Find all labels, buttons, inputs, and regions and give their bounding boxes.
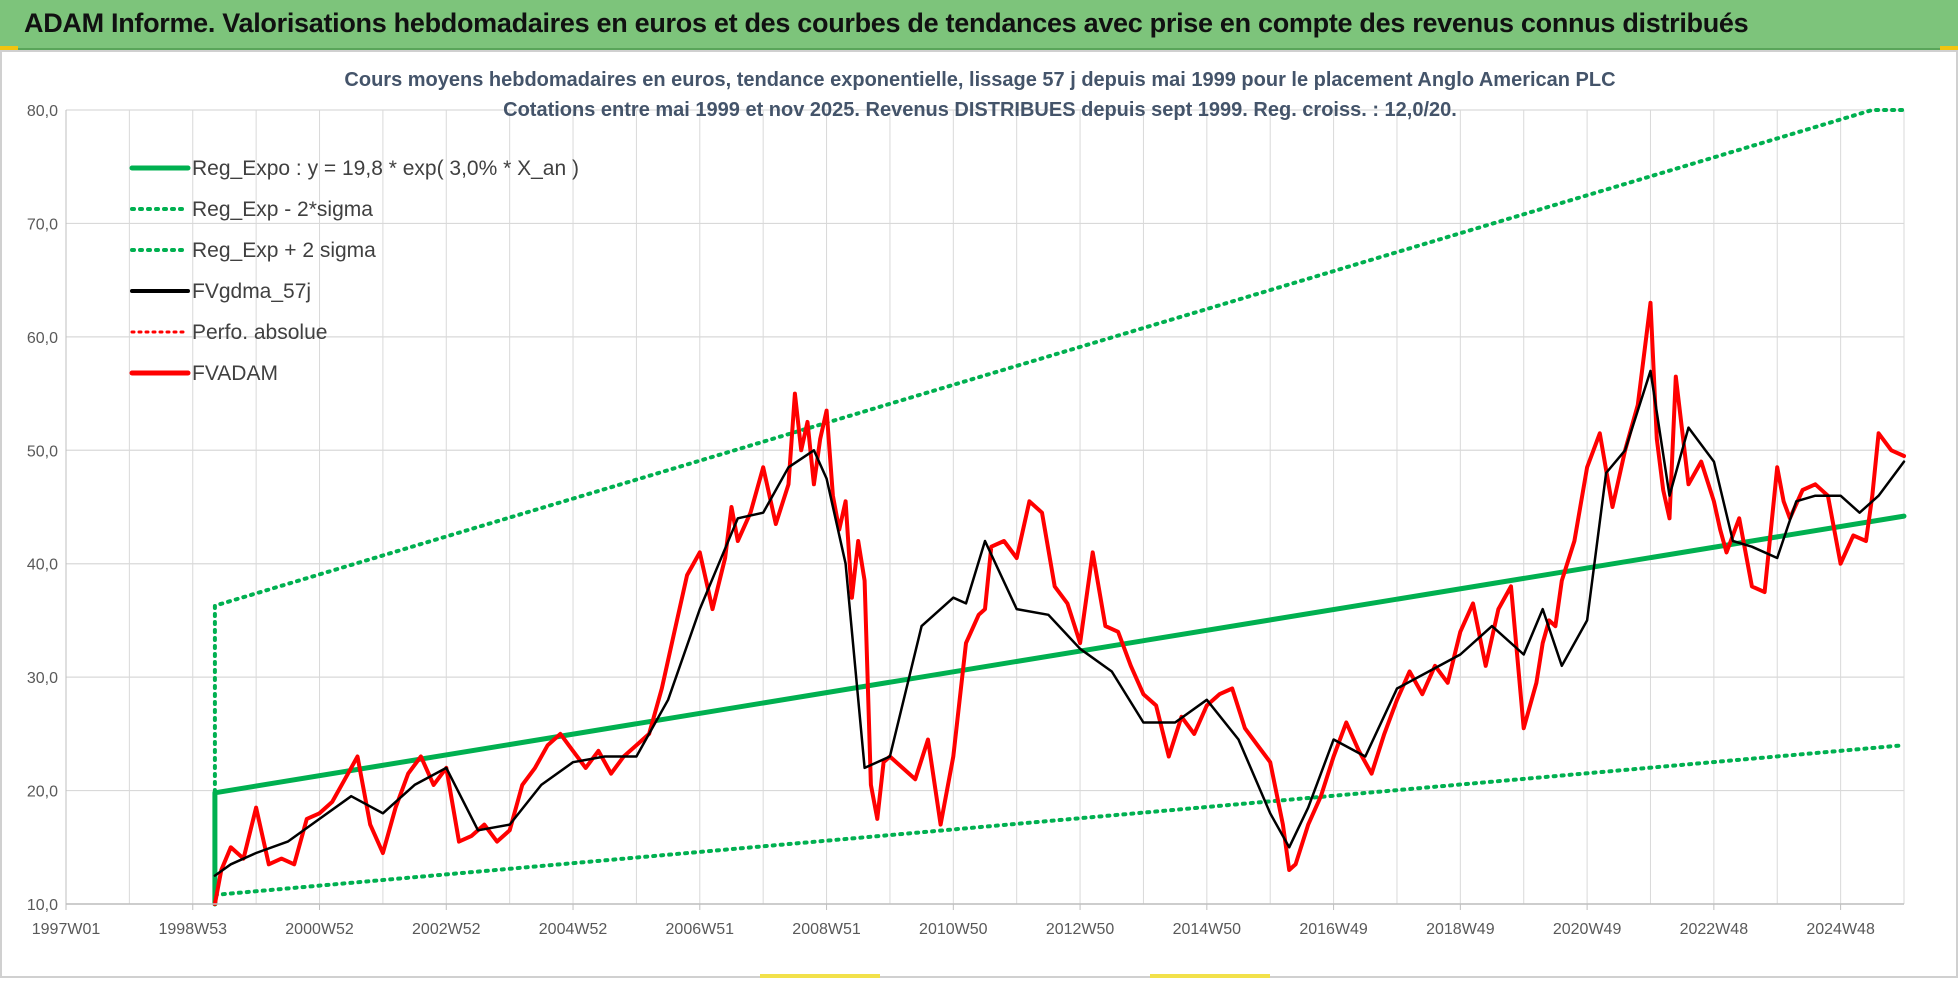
chart-container: 10,0 20,0 30,0 40,0 50,0 60,0 70,0 80,0 1997W01 1… <box>0 50 1958 978</box>
legend-label: Perfo. absolue <box>192 321 327 344</box>
bottom-marker <box>1150 974 1270 978</box>
y-tick-label: 10,0 <box>27 897 58 914</box>
x-tick-label: 2002W52 <box>412 921 481 938</box>
x-tick-label: 2008W51 <box>792 921 861 938</box>
chart-legend: Reg_Expo : y = 19,8 * exp( 3,0% * X_an )… <box>129 157 579 385</box>
x-tick-label: 2018W49 <box>1426 921 1495 938</box>
y-tick-label: 30,0 <box>27 670 58 687</box>
x-tick-label: 2010W50 <box>919 921 988 938</box>
chart-titles: Cours moyens hebdomadaires en euros, ten… <box>344 69 1615 121</box>
series-layer <box>212 108 1907 907</box>
legend-label: FVADAM <box>192 362 278 385</box>
axes: 10,0 20,0 30,0 40,0 50,0 60,0 70,0 80,0 1997W01 1… <box>27 103 1904 938</box>
x-tick-label: 1997W01 <box>32 921 101 938</box>
corner-marker-left <box>0 46 18 51</box>
x-tick-label: 2014W50 <box>1173 921 1242 938</box>
series-fvadam <box>212 300 1906 906</box>
grid-lines <box>65 109 1905 905</box>
legend-label: Reg_Expo : y = 19,8 * exp( 3,0% * X_an ) <box>192 157 579 180</box>
y-tick-label: 50,0 <box>27 443 58 460</box>
x-tick-label: 2012W50 <box>1046 921 1115 938</box>
y-tick-label: 40,0 <box>27 557 58 574</box>
legend-label: Reg_Exp + 2 sigma <box>192 239 376 262</box>
legend-label: Reg_Exp - 2*sigma <box>192 198 373 221</box>
series-reg-expo <box>212 513 1907 907</box>
y-tick-label: 20,0 <box>27 784 58 801</box>
x-tick-label: 2022W48 <box>1680 921 1749 938</box>
bottom-marker <box>760 974 880 978</box>
page-title: ADAM Informe. Valorisations hebdomadaire… <box>24 8 1749 38</box>
series-reg-exp-plus-2sigma <box>212 108 1906 906</box>
corner-marker-right <box>1940 46 1958 51</box>
y-tick-label: 80,0 <box>27 103 58 120</box>
series-fvgdma-57j <box>213 369 1906 877</box>
chart-subtitle: Cotations entre mai 1999 et nov 2025. Re… <box>503 99 1457 121</box>
x-tick-label: 2004W52 <box>539 921 608 938</box>
y-tick-label: 70,0 <box>27 216 58 233</box>
legend-label: FVgdma_57j <box>192 280 311 303</box>
line-chart: 10,0 20,0 30,0 40,0 50,0 60,0 70,0 80,0 1997W01 1… <box>27 69 1907 938</box>
x-tick-label: 2016W49 <box>1299 921 1368 938</box>
header-bar: ADAM Informe. Valorisations hebdomadaire… <box>0 0 1958 50</box>
chart-title: Cours moyens hebdomadaires en euros, ten… <box>344 69 1615 91</box>
x-tick-label: 1998W53 <box>159 921 228 938</box>
x-tick-label: 2020W49 <box>1553 921 1622 938</box>
x-tick-label: 2006W51 <box>666 921 735 938</box>
y-tick-label: 60,0 <box>27 330 58 347</box>
x-tick-label: 2024W48 <box>1806 921 1875 938</box>
x-tick-label: 2000W52 <box>285 921 354 938</box>
series-reg-exp-minus-2sigma <box>212 743 1906 897</box>
